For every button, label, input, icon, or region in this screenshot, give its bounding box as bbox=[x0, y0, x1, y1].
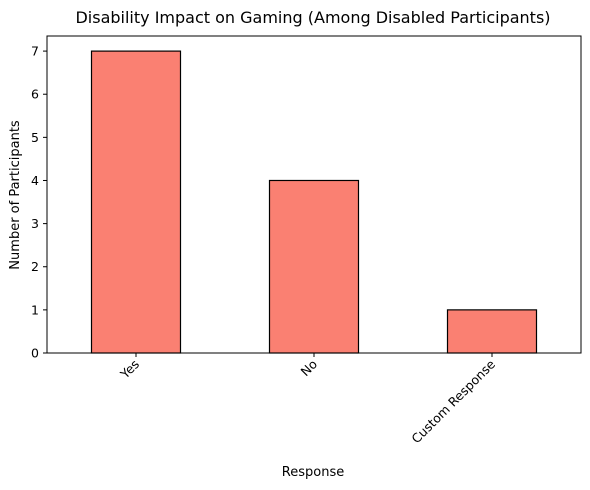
x-tick-label: Custom Response bbox=[408, 356, 498, 446]
y-tick-label: 7 bbox=[31, 44, 39, 59]
plot-area: 0 1 2 3 4 5 6 7 Yes No Custom Response bbox=[31, 35, 582, 446]
y-tick-label: 3 bbox=[31, 216, 39, 231]
bar-custom-response bbox=[446, 309, 538, 354]
chart-title: Disability Impact on Gaming (Among Disab… bbox=[75, 8, 550, 27]
y-tick-label: 5 bbox=[31, 130, 39, 145]
y-axis-label: Number of Participants bbox=[8, 120, 23, 270]
x-tick-label: Yes bbox=[117, 357, 143, 383]
y-tick-label: 2 bbox=[31, 259, 39, 274]
y-tick-label: 6 bbox=[31, 87, 39, 102]
y-tick-label: 1 bbox=[31, 302, 39, 317]
x-tick-label: No bbox=[297, 357, 320, 380]
bar-no bbox=[268, 179, 360, 354]
y-tick-label: 0 bbox=[31, 346, 39, 361]
x-axis-label: Response bbox=[282, 465, 344, 480]
bar-yes bbox=[90, 50, 182, 354]
y-tick-label: 4 bbox=[31, 173, 39, 188]
